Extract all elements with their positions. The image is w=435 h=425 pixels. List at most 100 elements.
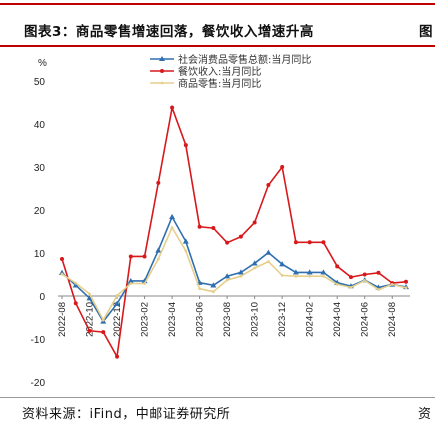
y-tick-label: 50 [34,77,46,88]
series-2-point [87,328,92,333]
series-2-point [197,224,202,229]
series-line-1 [61,215,407,323]
series-3-point [308,274,312,278]
x-tick-label: 2023-08 [222,302,233,337]
series-2-point [101,330,106,335]
series-1-point [72,282,79,288]
series-1-point [306,269,313,275]
y-tick-label: -10 [31,335,46,346]
series-1-point [251,260,258,266]
series-1-point [320,269,327,275]
series-2-point [280,165,285,169]
series-1-point [279,261,286,267]
series-1-point [114,300,121,306]
series-1-point [155,247,162,253]
y-tick-label: 20 [34,206,46,217]
y-tick-label: -20 [31,378,46,389]
series-3-point [156,257,160,261]
series-3-point [322,274,325,278]
line-chart: % -20 -10 0 10 20 30 40 50 2022-08 2022-10 2022-12 2… [31,53,410,389]
series-3-point [198,287,202,291]
series-2-point [142,254,147,259]
legend-label-1: 社会消费品零售总额:当月同比 [178,53,311,66]
legend-marker-1 [159,56,165,61]
y-axis-unit: % [38,58,47,69]
legend-label-2: 餐饮收入:当月同比 [178,65,261,78]
series-1-point [59,269,65,275]
series-3-point [267,260,270,263]
series-3-point [377,288,380,291]
series-2-point [362,272,367,277]
x-tick-label: 2024-08 [387,302,398,337]
series-2-point [115,354,120,359]
series-1-point [224,273,231,279]
x-tick-label: 2023-10 [250,302,261,337]
x-tick-label: 2023-12 [277,302,288,337]
figure-title: 图表3：商品零售增速回落，餐饮收入增速升高 [24,24,314,40]
header-rule [0,45,435,47]
series-3-point [363,279,367,282]
source-note: 资料来源：iFind，中邮证券研究所 [22,407,231,422]
x-tick-label: 2024-02 [305,302,316,337]
series-2-point [252,220,257,225]
top-rule [0,3,435,5]
series-3-point [239,274,243,278]
series-2-point [321,240,326,245]
legend-label-3: 商品零售:当月同比 [178,77,261,90]
series-3-point [294,274,298,278]
series-3-point [115,294,119,297]
series-2-point [293,240,298,245]
y-tick-label: 0 [39,292,45,303]
series-2-point [238,234,243,239]
series-3-point [129,282,133,285]
series-3-point [74,281,78,285]
series-2-point [170,105,175,110]
series-3-point [88,292,91,296]
series-2-point [211,226,216,231]
x-tick-label: 2022-10 [85,302,96,337]
series-2-point [225,240,230,245]
series-3-point [335,282,339,286]
y-tick-label: 10 [34,249,46,260]
legend-marker-2 [160,69,164,73]
series-1-point [127,277,134,284]
series-1-point [210,282,217,288]
series-line-3 [61,225,407,322]
series-3-point [184,249,188,253]
adjacent-source-note: 资 [418,407,432,422]
x-tick-label: 2023-06 [195,302,206,337]
y-tick-label: 40 [34,120,46,131]
series-2-point [348,275,353,280]
series-2-point [335,264,340,269]
series-2-point [73,301,78,306]
series-3-point [211,290,215,294]
x-tick-label: 2022-12 [112,302,123,337]
series-3-point [143,282,146,285]
series-2-point [404,279,408,284]
series-3-point [390,282,394,286]
series-2-point [183,143,188,148]
series-1-point [169,213,176,220]
series-2-point [266,183,271,188]
series-2-point [156,180,161,185]
series-2-point [60,257,64,262]
series-3-point [404,286,408,290]
series-3-point [280,273,284,277]
series-3-point [170,226,174,230]
y-tick-label: 30 [34,163,46,174]
series-3-point [253,266,257,270]
x-tick-label: 2023-04 [167,302,178,337]
series-1-point [265,249,272,255]
x-tick-label: 2024-04 [332,302,343,337]
series-2-point [376,270,381,275]
series-2-point [128,254,133,259]
footer-rule [0,397,435,398]
legend-marker-3 [160,81,164,85]
x-tick-label: 2023-02 [140,302,151,337]
series-1-point [292,269,299,275]
series-1-point [237,269,244,275]
figure-header: 图表3：商品零售增速回落，餐饮收入增速升高 图 [0,13,435,45]
series-3-point [60,272,64,276]
series-3-point [101,318,105,322]
series-1-point [86,295,93,301]
